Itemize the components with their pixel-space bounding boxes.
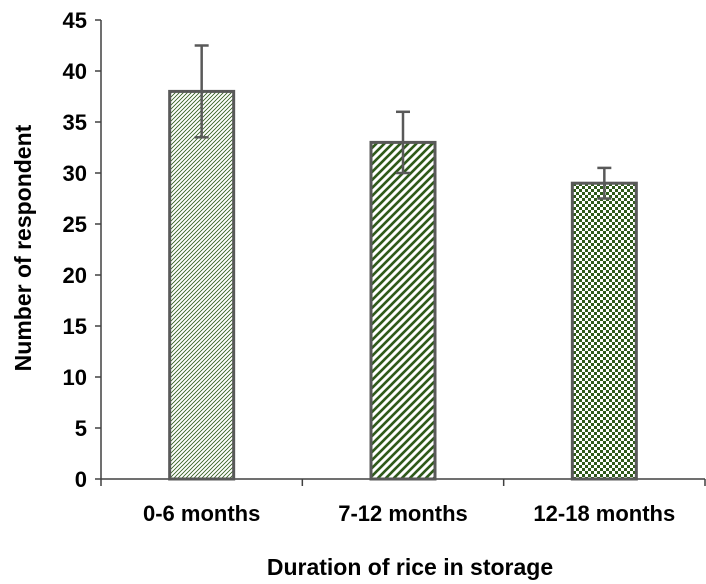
- y-tick-label: 40: [63, 59, 87, 84]
- x-category-label: 7-12 months: [338, 501, 468, 526]
- x-axis-title: Duration of rice in storage: [267, 554, 553, 580]
- y-tick-label: 35: [63, 110, 87, 135]
- bar: [168, 89, 236, 481]
- y-tick-label: 30: [63, 161, 87, 186]
- bar: [369, 140, 437, 481]
- y-tick-label: 5: [75, 416, 87, 441]
- bar: [570, 181, 638, 481]
- y-tick-label: 45: [63, 8, 87, 33]
- x-category-label: 12-18 months: [533, 501, 675, 526]
- y-tick-label: 25: [63, 212, 87, 237]
- labels: 0 5 10 15 20 25 30 35 40 45 0-6 months 7-12 months 1…: [63, 8, 676, 526]
- y-tick-label: 10: [63, 365, 87, 390]
- x-category-label: 0-6 months: [143, 501, 260, 526]
- y-tick-label: 15: [63, 314, 87, 339]
- bars: [168, 44, 638, 481]
- y-axis-title: Number of respondent: [10, 124, 36, 371]
- y-tick-label: 0: [75, 467, 87, 492]
- y-tick-label: 20: [63, 263, 87, 288]
